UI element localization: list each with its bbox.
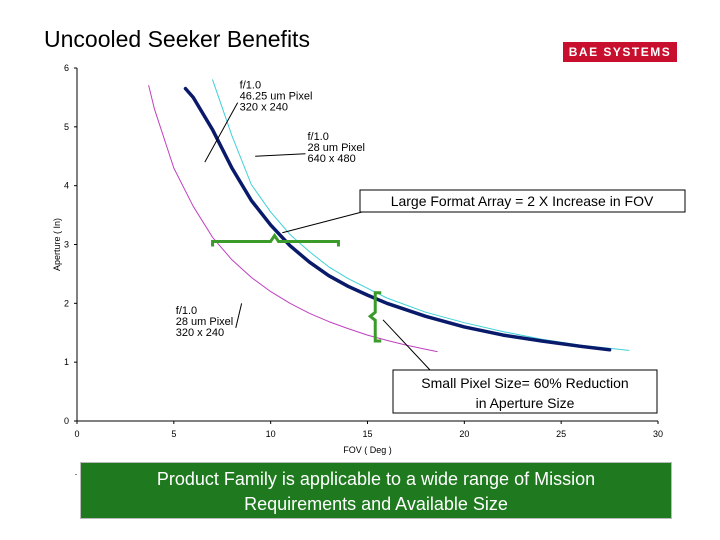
- pixel-callout-line-1: Small Pixel Size= 60% Reduction: [421, 375, 628, 391]
- pixel-callout-line-2: in Aperture Size: [476, 395, 575, 411]
- bullet-dash: [75, 474, 77, 475]
- annotation-text: f/1.0: [240, 80, 261, 92]
- bae-systems-logo: BAE SYSTEMS: [563, 42, 677, 62]
- y-tick-label: 0: [64, 416, 69, 426]
- chart-axes: 0 1 2 3 4 5 6 0 5 10 15 20 25 30 FOV ( Deg ) Aperture (…: [52, 63, 663, 455]
- chart-brackets: [211, 232, 382, 343]
- y-tick-label: 4: [64, 181, 69, 191]
- x-tick-label: 25: [556, 429, 566, 439]
- x-tick-label: 20: [459, 429, 469, 439]
- annotation-text: 28 um Pixel: [307, 142, 364, 154]
- x-tick-label: 30: [653, 429, 663, 439]
- annotation-leader: [235, 303, 243, 329]
- fov-callout-leader: [282, 211, 363, 234]
- y-tick-label: 3: [64, 240, 69, 250]
- x-tick-label: 15: [362, 429, 372, 439]
- x-tick-label: 0: [74, 429, 79, 439]
- x-axis-label: FOV ( Deg ): [343, 445, 392, 455]
- x-tick-label: 5: [171, 429, 176, 439]
- chart-series: [148, 79, 630, 353]
- annotation-leader: [204, 102, 239, 163]
- pixel-callout-leader: [382, 319, 431, 371]
- banner-line-2: Requirements and Available Size: [244, 494, 508, 514]
- annotation-text: 28 um Pixel: [176, 316, 233, 328]
- fov-callout-text: Large Format Array = 2 X Increase in FOV: [391, 193, 654, 209]
- fov-callout-box: [359, 189, 686, 213]
- series-line-f1_46um_320: [212, 79, 630, 351]
- y-tick-label: 6: [64, 63, 69, 73]
- y-axis-label: Aperture ( In): [52, 218, 62, 271]
- annotation-leader: [255, 153, 306, 157]
- annotation-text: f/1.0: [307, 131, 328, 143]
- aperture-brace: [367, 291, 382, 343]
- banner-line-1: Product Family is applicable to a wide r…: [156, 469, 596, 489]
- annotation-text: 46.25 um Pixel: [240, 91, 313, 103]
- series-line-f1_28um_320: [148, 85, 438, 353]
- annotation-text: f/1.0: [176, 305, 197, 317]
- series-line-f1_28um_640: [183, 86, 612, 352]
- y-tick-label: 5: [64, 122, 69, 132]
- annotation-text: 320 x 240: [176, 327, 224, 339]
- x-tick-label: 10: [266, 429, 276, 439]
- slide-title: Uncooled Seeker Benefits: [44, 26, 310, 52]
- pixel-callout-box: [392, 369, 658, 414]
- summary-banner: Product Family is applicable to a wide r…: [80, 462, 672, 519]
- y-tick-label: 2: [64, 298, 69, 308]
- annotation-text: 640 x 480: [307, 153, 355, 165]
- chart-callouts: Large Format Array = 2 X Increase in FOV…: [282, 189, 686, 414]
- annotation-text: 320 x 240: [240, 102, 288, 114]
- fov-brace: [211, 232, 340, 247]
- y-tick-label: 1: [64, 357, 69, 367]
